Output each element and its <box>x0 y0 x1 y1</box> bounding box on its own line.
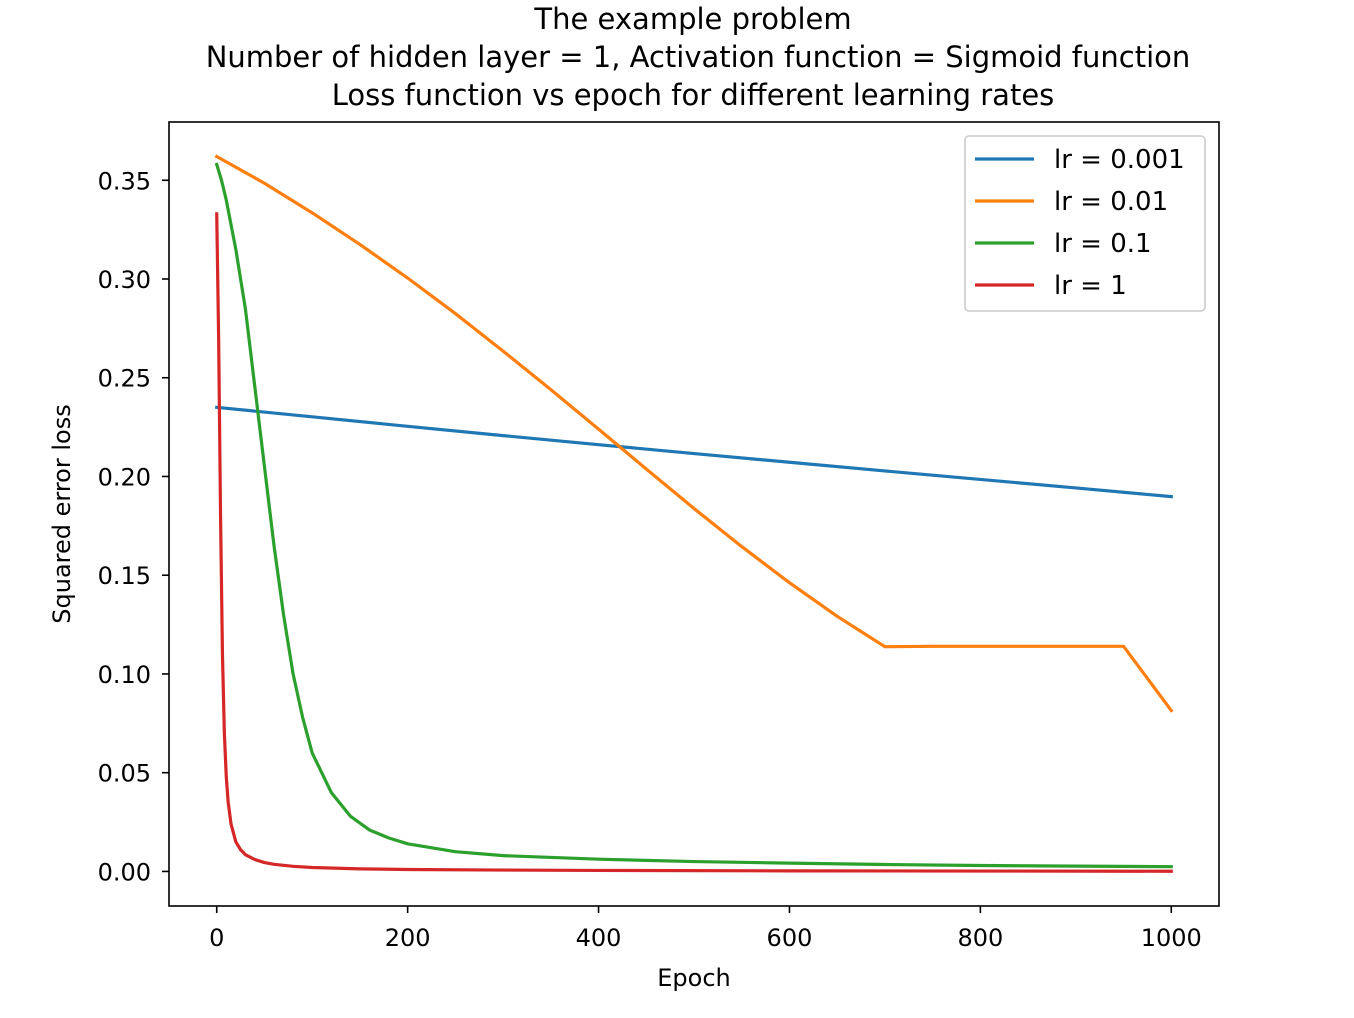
y-tick-label: 0.05 <box>98 760 151 788</box>
x-tick-label: 200 <box>385 924 431 952</box>
plot-area-frame <box>168 121 1220 907</box>
series-line-2 <box>214 162 1173 869</box>
legend-label-2: lr = 0.1 <box>1054 229 1152 259</box>
x-tick-label: 1000 <box>1141 924 1202 952</box>
y-axis-label: Squared error loss <box>48 404 76 623</box>
y-tick-label: 0.35 <box>98 167 151 195</box>
chart-title-line-1: The example problem <box>533 2 851 36</box>
x-tick-label: 600 <box>767 924 813 952</box>
chart-title-line-2: Number of hidden layer = 1, Activation f… <box>206 40 1191 74</box>
y-tick-label: 0.25 <box>98 365 151 393</box>
legend-label-3: lr = 1 <box>1054 271 1127 301</box>
y-tick-label: 0.00 <box>98 858 151 886</box>
y-tick-label: 0.15 <box>98 562 151 590</box>
y-tick-label: 0.10 <box>98 661 151 689</box>
series-line-1 <box>214 154 1174 713</box>
legend-label-0: lr = 0.001 <box>1054 145 1185 175</box>
x-tick-label: 0 <box>209 924 224 952</box>
x-axis-label: Epoch <box>657 964 731 992</box>
legend: lr = 0.001 lr = 0.01 lr = 0.1 lr = 1 <box>964 135 1206 312</box>
y-tick-label: 0.20 <box>98 463 151 491</box>
legend-label-1: lr = 0.01 <box>1054 187 1168 217</box>
series-layer <box>214 154 1174 873</box>
series-line-3 <box>215 212 1173 873</box>
x-axis-ticks: 0 200 400 600 800 1000 <box>209 906 1202 952</box>
y-axis-ticks: 0.00 0.05 0.10 0.15 0.20 0.25 0.30 0.35 <box>98 167 169 886</box>
legend-box <box>964 135 1206 312</box>
x-tick-label: 400 <box>576 924 622 952</box>
series-line-0 <box>214 405 1174 499</box>
y-tick-label: 0.30 <box>98 266 151 294</box>
chart-title: The example problem Number of hidden lay… <box>206 2 1191 112</box>
chart-title-line-3: Loss function vs epoch for different lea… <box>332 78 1055 112</box>
x-tick-label: 800 <box>957 924 1003 952</box>
